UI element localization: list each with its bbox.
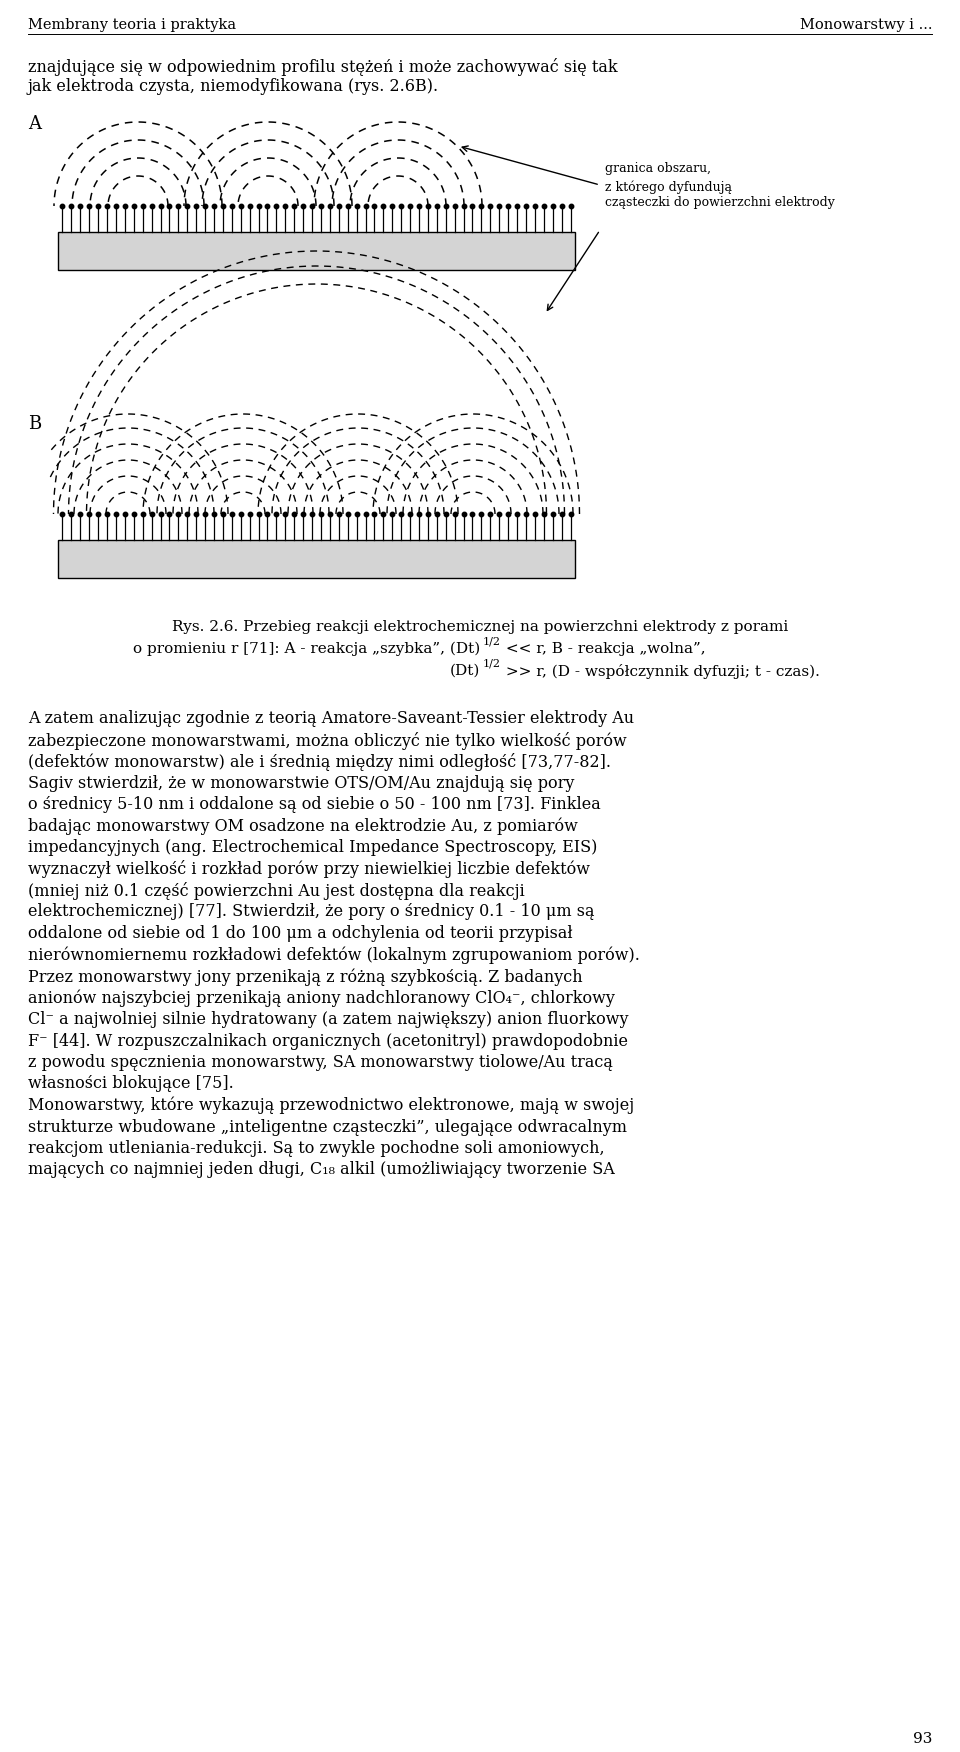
Text: zabezpieczone monowarstwami, można obliczyć nie tylko wielkość porów: zabezpieczone monowarstwami, można oblic… [28,732,627,750]
Text: (mniej niż 0.1 część powierzchni Au jest dostępna dla reakcji: (mniej niż 0.1 część powierzchni Au jest… [28,881,525,901]
Text: >> r, (D - współczynnik dyfuzji; t - czas).: >> r, (D - współczynnik dyfuzji; t - cza… [501,664,820,680]
Text: strukturze wbudowane „inteligentne cząsteczki”, ulegające odwracalnym: strukturze wbudowane „inteligentne cząst… [28,1118,627,1135]
Text: impedancyjnych (ang. Electrochemical Impedance Spectroscopy, EIS): impedancyjnych (ang. Electrochemical Imp… [28,839,597,857]
Text: << r, B - reakcja „wolna”,: << r, B - reakcja „wolna”, [501,641,706,655]
Text: 1/2: 1/2 [483,659,501,669]
Text: B: B [28,415,41,433]
Text: Przez monowarstwy jony przenikają z różną szybkością. Z badanych: Przez monowarstwy jony przenikają z różn… [28,969,583,985]
Text: z którego dyfundują: z którego dyfundują [605,180,732,193]
Text: Monowarstwy i ...: Monowarstwy i ... [800,18,932,32]
Text: anionów najszybciej przenikają aniony nadchloranowy ClO₄⁻, chlorkowy: anionów najszybciej przenikają aniony na… [28,990,614,1007]
Text: wyznaczył wielkość i rozkład porów przy niewielkiej liczbie defektów: wyznaczył wielkość i rozkład porów przy … [28,860,590,878]
Text: cząsteczki do powierzchni elektrody: cząsteczki do powierzchni elektrody [605,196,835,208]
Text: o promieniu r [71]: A - reakcja „szybka”, (Dt): o promieniu r [71]: A - reakcja „szybka”… [132,641,480,657]
Text: Membrany teoria i praktyka: Membrany teoria i praktyka [28,18,236,32]
Text: o średnicy 5-10 nm i oddalone są od siebie o 50 - 100 nm [73]. Finklea: o średnicy 5-10 nm i oddalone są od sieb… [28,795,601,813]
Text: (Dt): (Dt) [449,664,480,678]
Text: Sagiv stwierdził, że w monowarstwie OTS/OM/Au znajdują się pory: Sagiv stwierdził, że w monowarstwie OTS/… [28,774,574,792]
Text: 1/2: 1/2 [483,638,501,646]
Text: badając monowarstwy OM osadzone na elektrodzie Au, z pomiarów: badając monowarstwy OM osadzone na elekt… [28,818,578,836]
Text: reakcjom utleniania-redukcji. Są to zwykle pochodne soli amoniowych,: reakcjom utleniania-redukcji. Są to zwyk… [28,1141,605,1156]
Text: mających co najmniej jeden długi, C₁₈ alkil (umożliwiający tworzenie SA: mających co najmniej jeden długi, C₁₈ al… [28,1162,614,1179]
Text: oddalone od siebie od 1 do 100 μm a odchylenia od teorii przypisał: oddalone od siebie od 1 do 100 μm a odch… [28,925,572,943]
Text: jak elektroda czysta, niemodyfikowana (rys. 2.6B).: jak elektroda czysta, niemodyfikowana (r… [28,79,439,95]
Text: F⁻ [44]. W rozpuszczalnikach organicznych (acetonitryl) prawdopodobnie: F⁻ [44]. W rozpuszczalnikach organicznyc… [28,1032,628,1049]
Text: elektrochemicznej) [77]. Stwierdził, że pory o średnicy 0.1 - 10 μm są: elektrochemicznej) [77]. Stwierdził, że … [28,904,594,920]
Text: A: A [28,116,41,133]
Bar [58,231,575,270]
Text: granica obszaru,: granica obszaru, [605,161,711,175]
Text: własności blokujące [75].: własności blokujące [75]. [28,1076,233,1093]
Bar [58,540,575,578]
Text: znajdujące się w odpowiednim profilu stężeń i może zachowywać się tak: znajdujące się w odpowiednim profilu stę… [28,58,617,75]
Text: Cl⁻ a najwolniej silnie hydratowany (a zatem największy) anion fluorkowy: Cl⁻ a najwolniej silnie hydratowany (a z… [28,1011,629,1028]
Text: Rys. 2.6. Przebieg reakcji elektrochemicznej na powierzchni elektrody z porami: Rys. 2.6. Przebieg reakcji elektrochemic… [172,620,788,634]
Text: (defektów monowarstw) ale i średnią między nimi odległość [73,77-82].: (defektów monowarstw) ale i średnią międ… [28,753,611,771]
Text: A zatem analizując zgodnie z teorią Amatore-Saveant-Tessier elektrody Au: A zatem analizując zgodnie z teorią Amat… [28,710,635,727]
Text: Monowarstwy, które wykazują przewodnictwo elektronowe, mają w swojej: Monowarstwy, które wykazują przewodnictw… [28,1097,635,1114]
Text: 93: 93 [913,1733,932,1747]
Text: nierównomiernemu rozkładowi defektów (lokalnym zgrupowaniom porów).: nierównomiernemu rozkładowi defektów (lo… [28,946,640,964]
Text: z powodu spęcznienia monowarstwy, SA monowarstwy tiolowe/Au tracą: z powodu spęcznienia monowarstwy, SA mon… [28,1055,612,1070]
